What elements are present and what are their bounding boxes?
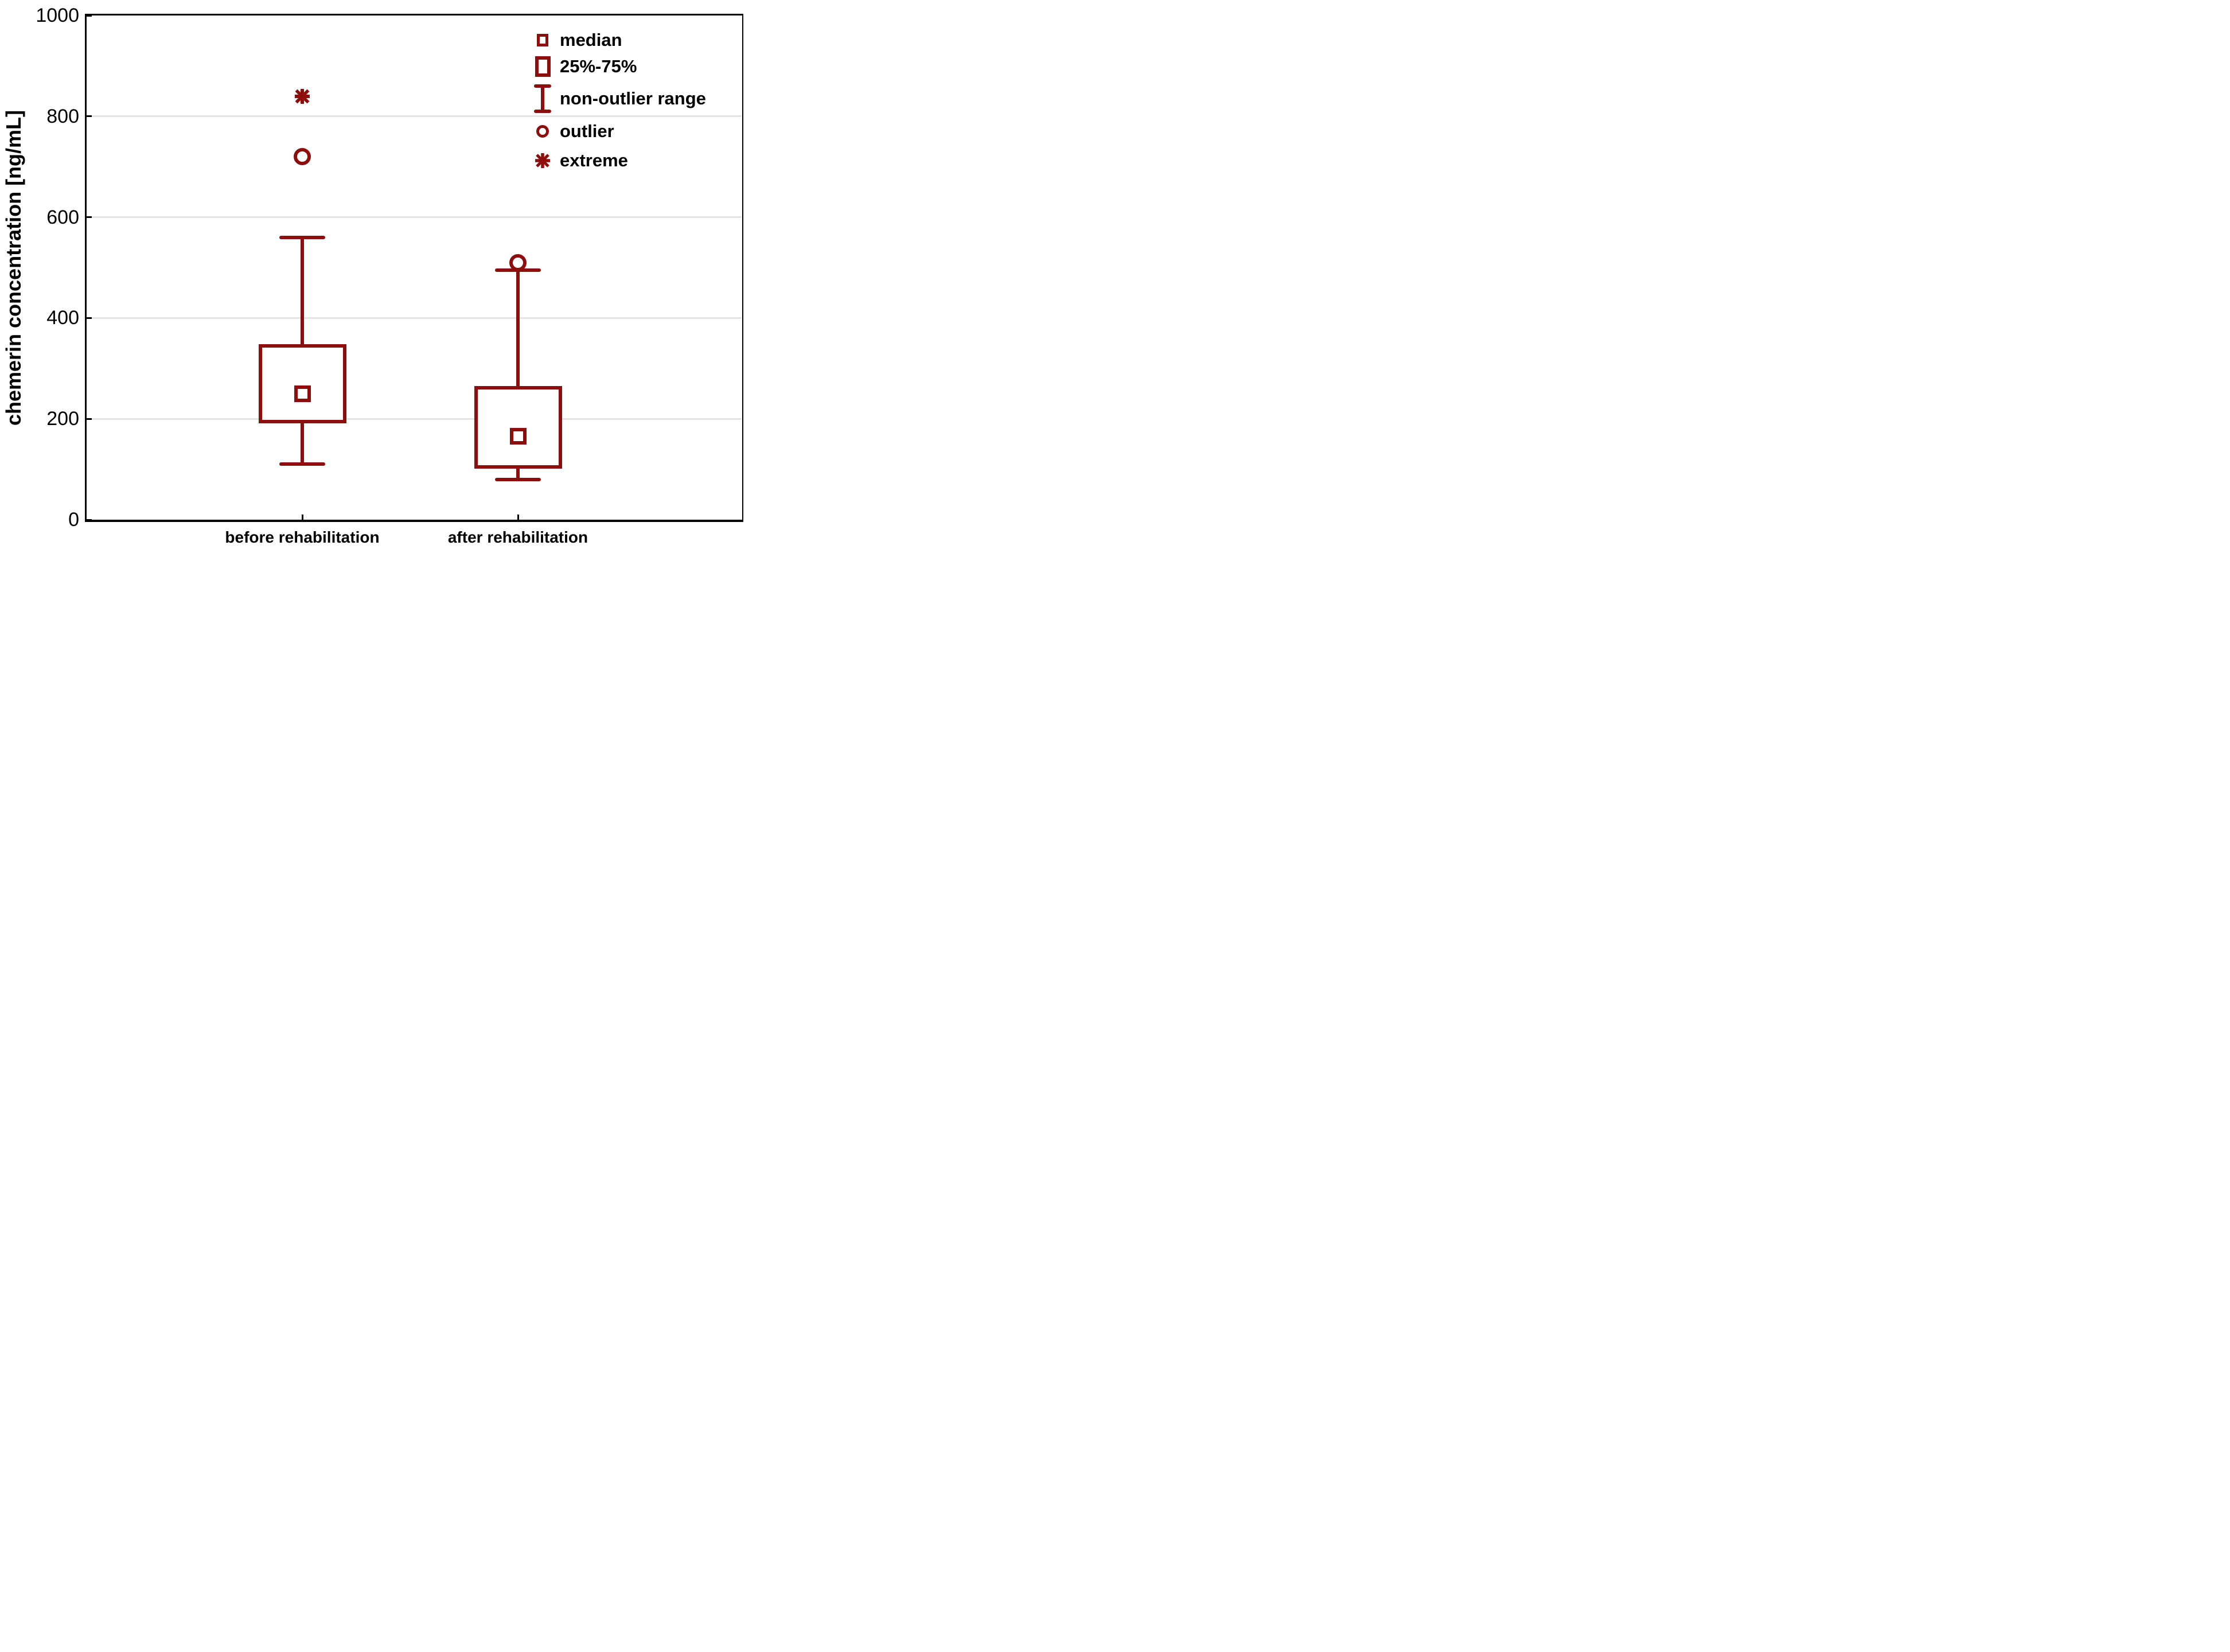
x-axis-tick <box>301 515 303 520</box>
median-marker <box>294 385 311 402</box>
legend-label: extreme <box>560 150 628 170</box>
y-tick-label: 800 <box>46 105 79 127</box>
legend-item-outlier: outlier <box>532 118 706 145</box>
extreme-marker <box>294 88 310 104</box>
y-tick-label: 600 <box>46 206 79 228</box>
y-axis-title: chemerin concentration [ng/mL] <box>2 110 25 426</box>
y-axis-tick <box>87 115 92 118</box>
boxplot-chart: chemerin concentration [ng/mL] median 25… <box>0 0 743 551</box>
y-tick-label: 200 <box>46 408 79 430</box>
legend-label: 25%-75% <box>560 56 637 76</box>
outlier-marker <box>509 254 527 271</box>
legend-label: median <box>560 29 622 50</box>
y-tick-label: 400 <box>46 307 79 329</box>
gridline-800 <box>87 115 742 118</box>
extreme-asterisk-icon <box>532 153 553 169</box>
iqr-box <box>474 385 562 469</box>
legend: median 25%-75% non-outlier range outlier <box>532 30 706 177</box>
legend-label: non-outlier range <box>560 88 706 108</box>
x-category-label: after rehabilitation <box>447 528 588 546</box>
y-axis-tick <box>87 418 92 420</box>
y-axis-tick <box>87 317 92 319</box>
gridline-200 <box>87 418 742 420</box>
outlier-marker <box>294 148 311 166</box>
iqr-box-icon <box>532 56 553 77</box>
iqr-box <box>258 344 346 423</box>
gridline-400 <box>87 317 742 319</box>
outlier-circle-icon <box>532 125 553 138</box>
whisker-line <box>516 270 520 480</box>
x-axis-tick <box>517 515 519 520</box>
y-tick-label: 0 <box>68 509 79 531</box>
legend-item-extreme: extreme <box>532 148 706 173</box>
x-category-label: before rehabilitation <box>225 528 380 546</box>
median-marker <box>509 428 527 445</box>
whisker-cap-low <box>279 462 325 466</box>
plot-frame <box>85 14 743 522</box>
y-tick-label: 1000 <box>36 5 79 26</box>
y-axis-tick <box>87 216 92 219</box>
gridline-600 <box>87 216 742 219</box>
legend-item-iqr: 25%-75% <box>532 54 706 79</box>
legend-item-non-outlier-range: non-outlier range <box>532 83 706 115</box>
whisker-ibeam-icon <box>532 83 553 114</box>
y-axis-tick <box>87 14 92 17</box>
legend-item-median: median <box>532 30 706 50</box>
whisker-cap-high <box>279 235 325 239</box>
median-square-icon <box>532 34 553 46</box>
legend-label: outlier <box>560 120 614 141</box>
whisker-cap-low <box>495 477 541 481</box>
y-axis-tick <box>87 519 92 521</box>
